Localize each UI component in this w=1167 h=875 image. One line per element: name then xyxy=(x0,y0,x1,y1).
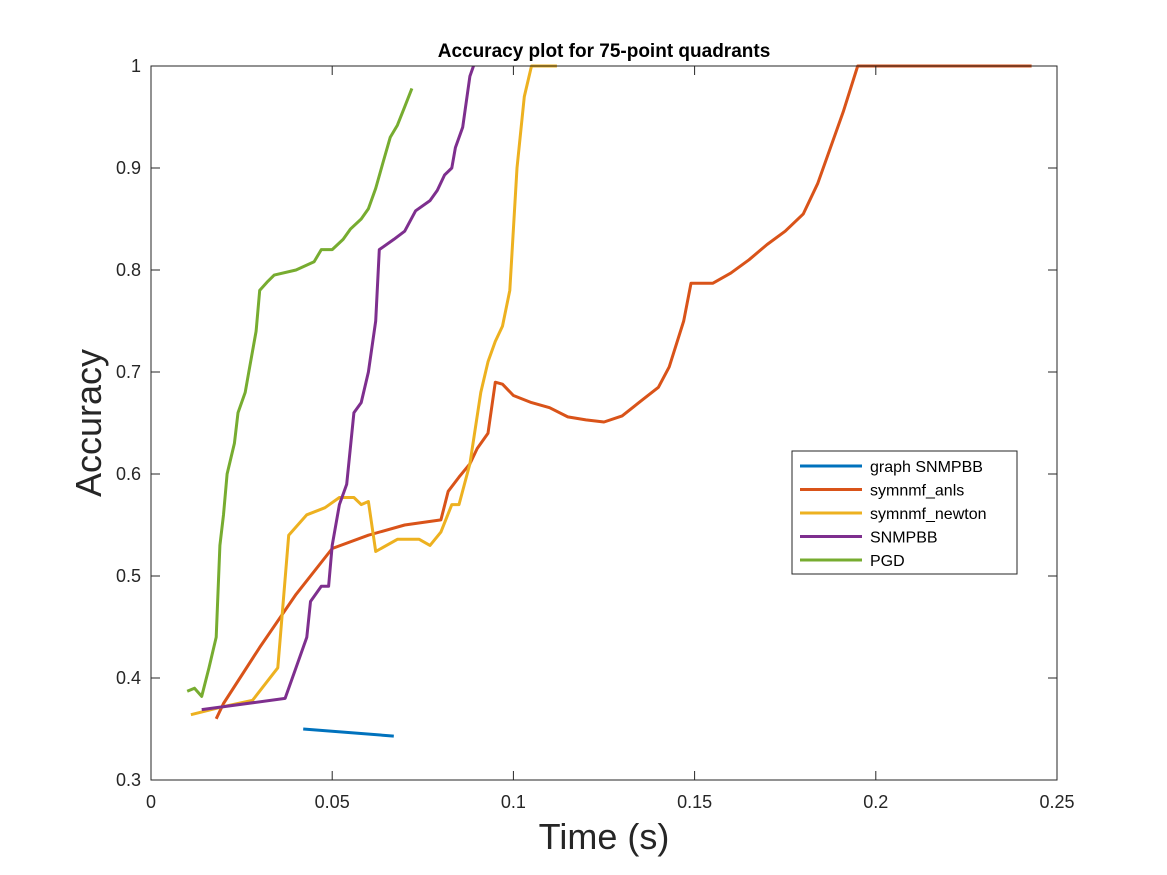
legend-label: PGD xyxy=(870,553,905,570)
legend-label: symnmf_newton xyxy=(870,506,987,523)
legend-label: graph SNMPBB xyxy=(870,459,983,476)
y-tick-label: 0.5 xyxy=(116,566,141,586)
legend-label: SNMPBB xyxy=(870,530,938,547)
x-axis-ticks: 0 0.05 0.1 0.15 0.2 0.25 xyxy=(146,66,1075,812)
y-axis-ticks: 0.3 0.4 0.5 0.6 0.7 0.8 0.9 1 xyxy=(116,56,1057,790)
legend-label: symnmf_anls xyxy=(870,483,964,500)
y-tick-label: 1 xyxy=(131,56,141,76)
x-tick-label: 0.25 xyxy=(1039,792,1074,812)
series-line-graph-snmpbb xyxy=(303,727,394,738)
series-line-symnmf-newton xyxy=(190,64,557,717)
series-line-symnmf-anls xyxy=(214,64,1032,720)
x-tick-label: 0.15 xyxy=(677,792,712,812)
y-tick-label: 0.8 xyxy=(116,260,141,280)
axes-box xyxy=(150,65,1058,781)
x-tick-label: 0.05 xyxy=(315,792,350,812)
y-tick-label: 0.6 xyxy=(116,464,141,484)
x-axis-label: Time (s) xyxy=(539,816,670,857)
y-axis-label: Accuracy xyxy=(68,349,109,497)
legend: graph SNMPBB symnmf_anls symnmf_newton SNMP… xyxy=(791,450,1018,575)
y-tick-label: 0.9 xyxy=(116,158,141,178)
chart-title: Accuracy plot for 75-point quadrants xyxy=(438,41,771,62)
x-tick-label: 0.2 xyxy=(863,792,888,812)
y-tick-label: 0.4 xyxy=(116,668,141,688)
y-tick-label: 0.7 xyxy=(116,362,141,382)
x-tick-label: 0 xyxy=(146,792,156,812)
series-layer xyxy=(186,64,1032,738)
series-line-snmpbb xyxy=(201,65,475,712)
x-tick-label: 0.1 xyxy=(501,792,526,812)
y-tick-label: 0.3 xyxy=(116,770,141,790)
series-line-pgd xyxy=(186,87,414,698)
legend-items: graph SNMPBB symnmf_anls symnmf_newton SNMP… xyxy=(800,459,987,570)
